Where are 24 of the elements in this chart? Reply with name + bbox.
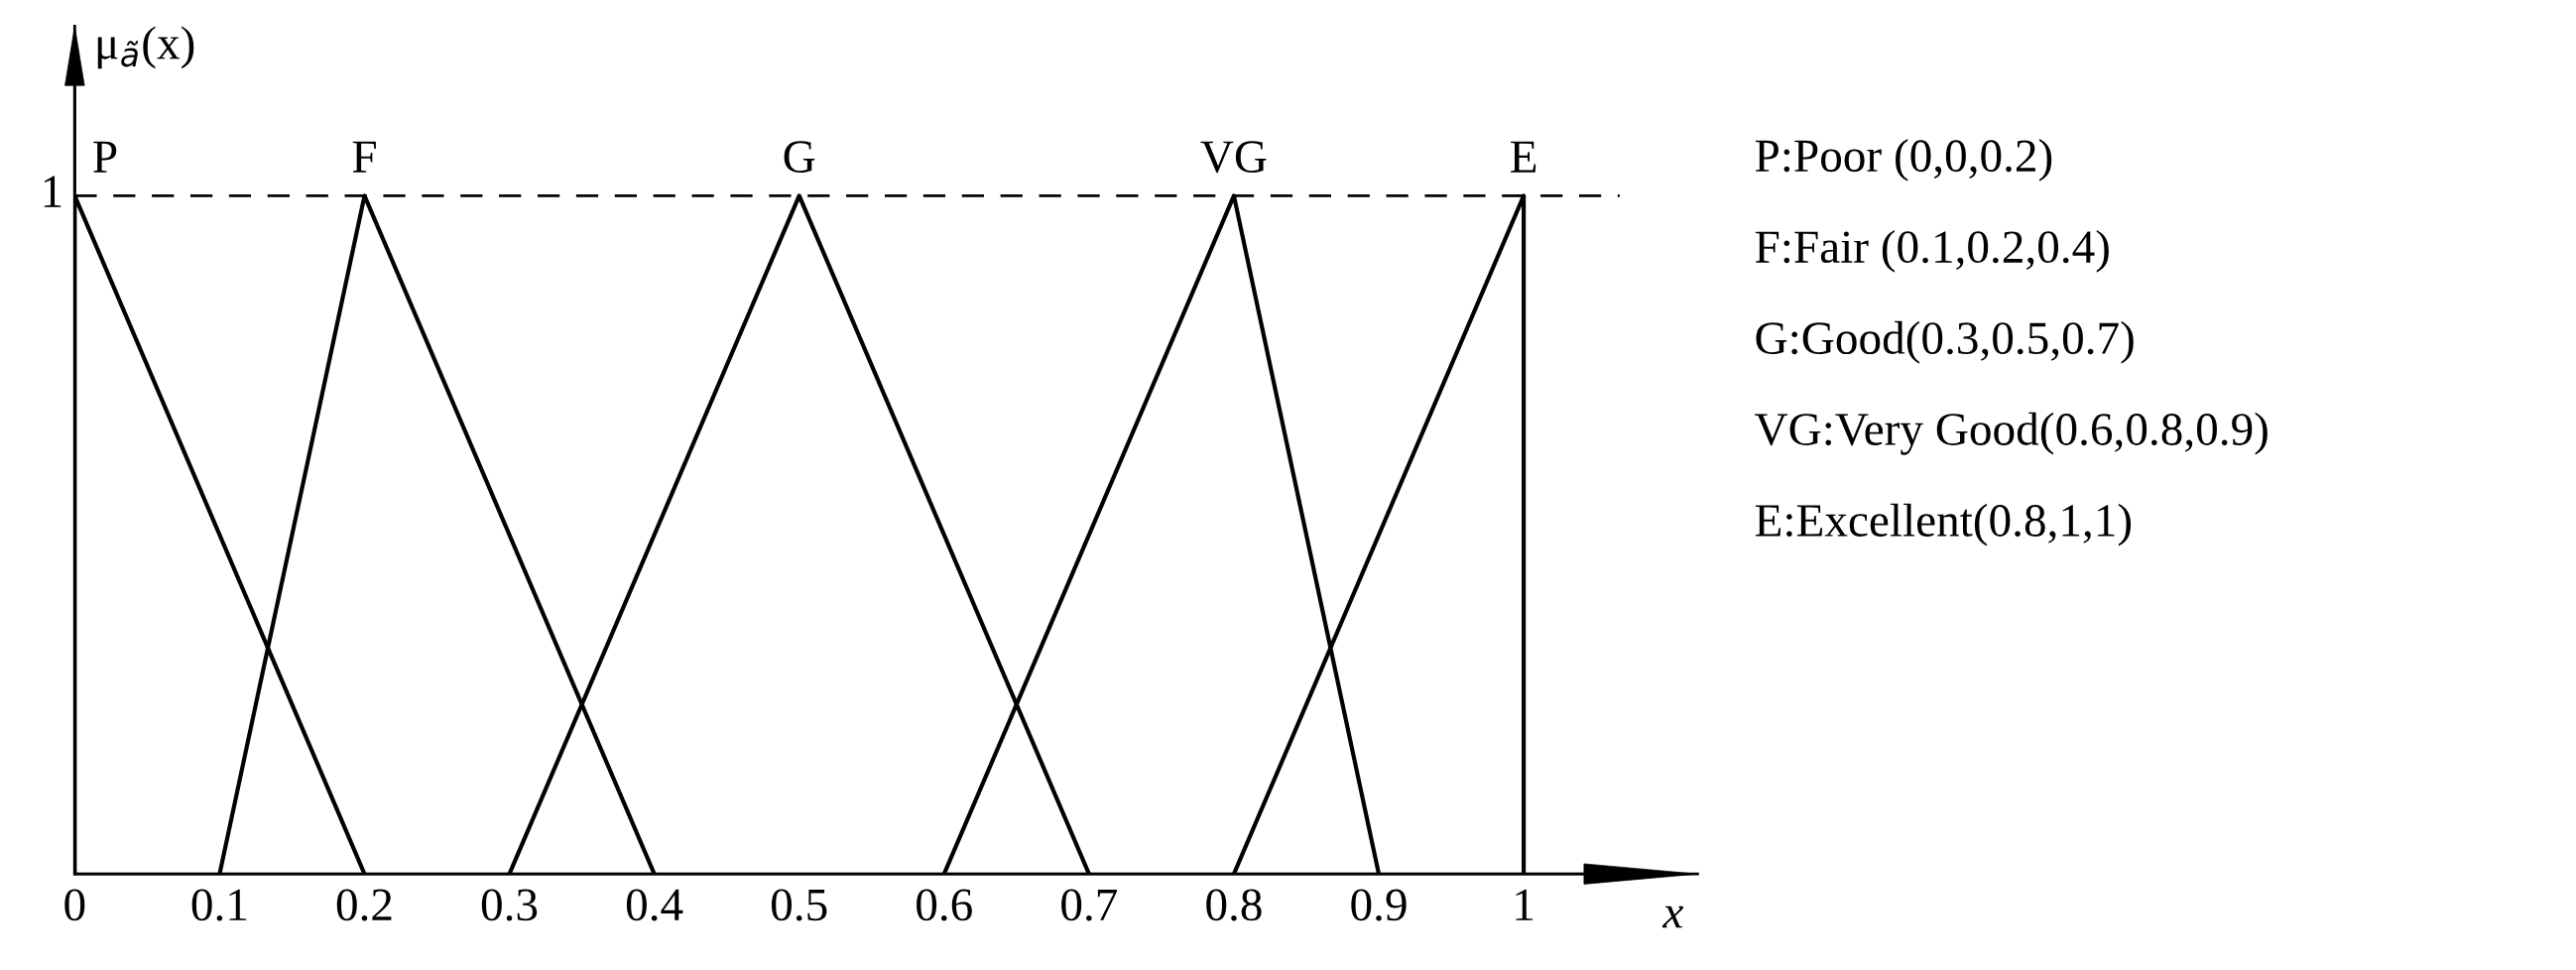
- series-label: F: [352, 141, 376, 173]
- x-tick-label: 0.9: [1351, 889, 1407, 921]
- x-tick-label: 0.6: [917, 889, 972, 921]
- series-label: G: [784, 141, 815, 174]
- x-tick-label: 0: [64, 889, 85, 921]
- x-axis-title: x: [1661, 906, 1684, 928]
- x-tick-label: 0.1: [191, 889, 247, 921]
- x-tick-label: 1: [1516, 889, 1533, 920]
- text: VG:Very Good(0.6,0.8,0.9): [1755, 412, 2268, 455]
- x-tick-label: 0.4: [626, 889, 683, 921]
- series-label: VG: [1200, 141, 1267, 174]
- x-tick-label: 0.3: [481, 889, 538, 921]
- x-tick-label: 0.8: [1206, 889, 1262, 921]
- x-tick-label: 0.2: [336, 889, 392, 921]
- text: G:Good(0.3,0.5,0.7): [1756, 320, 2134, 364]
- text: F:Fair (0.1,0.2,0.4): [1755, 229, 2109, 273]
- x-tick-label: 0.5: [772, 889, 827, 921]
- text: P:Poor (0,0,0.2): [1755, 138, 2052, 182]
- text: E:Excellent(0.8,1,1): [1755, 503, 2132, 546]
- y-axis-title: μ$_{ã}$(x): [97, 26, 194, 69]
- series-label: E: [1511, 141, 1536, 173]
- x-tick-label: 0.7: [1061, 889, 1118, 921]
- series-label: P: [93, 141, 117, 173]
- annotation: 1: [44, 176, 61, 207]
